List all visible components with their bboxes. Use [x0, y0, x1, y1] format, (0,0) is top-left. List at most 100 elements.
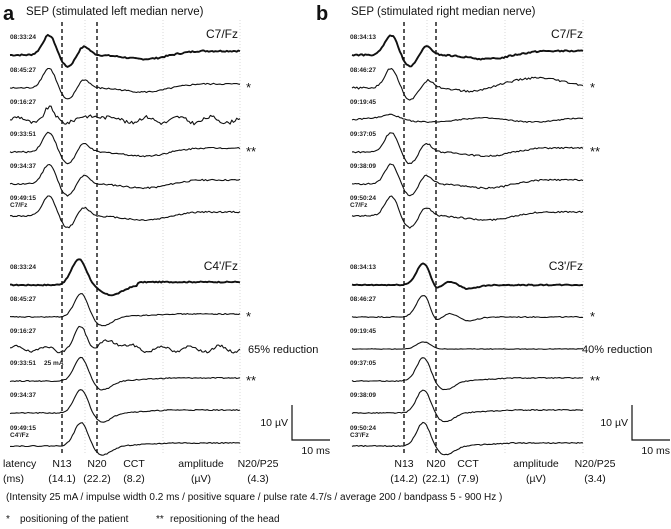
- panel-b-letter: b: [316, 3, 328, 25]
- repositioning-marker: **: [590, 144, 600, 159]
- channel-label: C3'/Fz: [549, 259, 583, 273]
- sep-trace: [351, 341, 584, 350]
- trace-timestamp: 09:49:15: [10, 195, 36, 202]
- latency-item-value: (µV): [526, 473, 546, 485]
- panel-b: b SEP (stimulated right median nerve) C7/F…: [316, 3, 670, 485]
- trace-timestamp: 08:46:27: [350, 296, 376, 303]
- positioning-marker: *: [246, 80, 251, 95]
- trace-timestamp: 08:34:13: [350, 34, 376, 41]
- trace-timestamp: 08:33:24: [10, 34, 36, 41]
- latency-unit-label: (ms): [3, 473, 24, 485]
- latency-item-value: (14.2): [390, 473, 417, 485]
- sep-trace: [351, 113, 584, 124]
- sep-trace: [9, 67, 241, 100]
- latency-label: latency: [3, 458, 37, 470]
- channel-label: C4'/Fz: [204, 259, 238, 273]
- legend-double-star-symbol: **: [156, 514, 164, 525]
- trace-timestamp: 09:16:27: [10, 99, 36, 106]
- latency-item-name: N20: [426, 458, 445, 470]
- sep-trace: [9, 33, 241, 68]
- trace-timestamp: 09:34:37: [10, 163, 36, 170]
- sep-trace: [351, 389, 584, 423]
- channel-label: C7/Fz: [206, 27, 238, 41]
- stimulation-parameters: (Intensity 25 mA / impulse width 0.2 ms …: [6, 492, 502, 503]
- trace-channel-tag: C3'/Fz: [350, 432, 370, 439]
- sep-trace: [351, 262, 584, 290]
- latency-item-name: N20/P25: [575, 458, 616, 470]
- trace-timestamp: 09:33:51: [10, 360, 36, 367]
- trace-timestamp: 09:50:24: [350, 195, 376, 202]
- panel-a-title: SEP (stimulated left median nerve): [26, 6, 204, 18]
- sep-trace: [9, 163, 241, 197]
- trace-timestamp: 09:33:51: [10, 131, 36, 138]
- latency-item-name: N20/P25: [238, 458, 279, 470]
- latency-item-value: (22.1): [422, 473, 449, 485]
- trace-timestamp: 09:19:45: [350, 99, 376, 106]
- trace-timestamp: 08:34:13: [350, 264, 376, 271]
- sep-trace: [351, 132, 584, 165]
- latency-item-name: N13: [52, 458, 71, 470]
- trace-timestamp: 09:50:24: [350, 425, 376, 432]
- trace-timestamp: 09:37:05: [350, 131, 376, 138]
- scale-bar: [291, 405, 330, 441]
- repositioning-marker: **: [246, 144, 256, 159]
- sep-trace: [9, 389, 241, 423]
- panel-a: a SEP (stimulated left median nerve)C7/Fz…: [3, 3, 330, 485]
- sep-trace: [9, 293, 241, 327]
- scale-bar-amplitude-label: 10 µV: [600, 417, 628, 429]
- sep-trace: [10, 422, 241, 456]
- latency-item-value: (14.1): [48, 473, 75, 485]
- sep-trace: [9, 131, 241, 165]
- sep-trace: [351, 295, 584, 322]
- panel-a-letter: a: [3, 3, 15, 25]
- trace-timestamp: 09:49:15: [10, 425, 36, 432]
- trace-channel-tag: C4'/Fz: [10, 432, 30, 439]
- trace-timestamp: 09:16:27: [10, 328, 36, 335]
- trace-timestamp: 08:45:27: [10, 67, 36, 74]
- amplitude-reduction-note: 65% reduction: [248, 344, 318, 356]
- latency-item-value: (8.2): [123, 473, 145, 485]
- trace-timestamp: 09:37:05: [350, 360, 376, 367]
- sep-trace: [351, 357, 584, 391]
- repositioning-marker: **: [246, 373, 256, 388]
- trace-timestamp: 08:46:27: [350, 67, 376, 74]
- sep-trace: [9, 325, 241, 354]
- legend-double-star-text: repositioning of the head: [170, 514, 280, 525]
- positioning-marker: *: [246, 309, 251, 324]
- scale-bar-time-label: 10 ms: [641, 445, 670, 457]
- panel-b-title: SEP (stimulated right median nerve): [351, 6, 536, 18]
- sep-trace: [351, 195, 584, 229]
- latency-item-name: N13: [394, 458, 413, 470]
- latency-item-name: CCT: [123, 458, 145, 470]
- trace-channel-tag: C7/Fz: [350, 202, 368, 209]
- latency-item-value: (22.2): [83, 473, 110, 485]
- trace-timestamp: 09:19:45: [350, 328, 376, 335]
- figure-footer: (Intensity 25 mA / impulse width 0.2 ms …: [6, 492, 502, 525]
- scale-bar: [631, 405, 670, 441]
- scale-bar-time-label: 10 ms: [301, 445, 330, 457]
- sep-trace: [9, 356, 241, 391]
- sep-trace: [9, 195, 241, 229]
- stimulus-intensity-label: 25 mA: [44, 360, 64, 367]
- sep-trace: [351, 34, 584, 68]
- positioning-marker: *: [590, 80, 595, 95]
- repositioning-marker: **: [590, 373, 600, 388]
- latency-item-value: (4.3): [247, 473, 269, 485]
- sep-trace: [351, 67, 584, 101]
- latency-item-value: (3.4): [584, 473, 606, 485]
- latency-item-value: (7.9): [457, 473, 479, 485]
- legend-star-symbol: *: [6, 514, 10, 525]
- latency-item-value: (µV): [191, 473, 211, 485]
- legend-star-text: positioning of the patient: [20, 514, 129, 525]
- latency-item-name: N20: [87, 458, 106, 470]
- trace-channel-tag: C7/Fz: [10, 202, 28, 209]
- sep-trace: [351, 421, 584, 456]
- trace-timestamp: 08:45:27: [10, 296, 36, 303]
- positioning-marker: *: [590, 309, 595, 324]
- sep-trace: [9, 105, 241, 126]
- amplitude-reduction-note: 40% reduction: [582, 344, 652, 356]
- sep-trace: [351, 163, 584, 197]
- trace-timestamp: 08:33:24: [10, 264, 36, 271]
- trace-timestamp: 09:38:09: [350, 392, 376, 399]
